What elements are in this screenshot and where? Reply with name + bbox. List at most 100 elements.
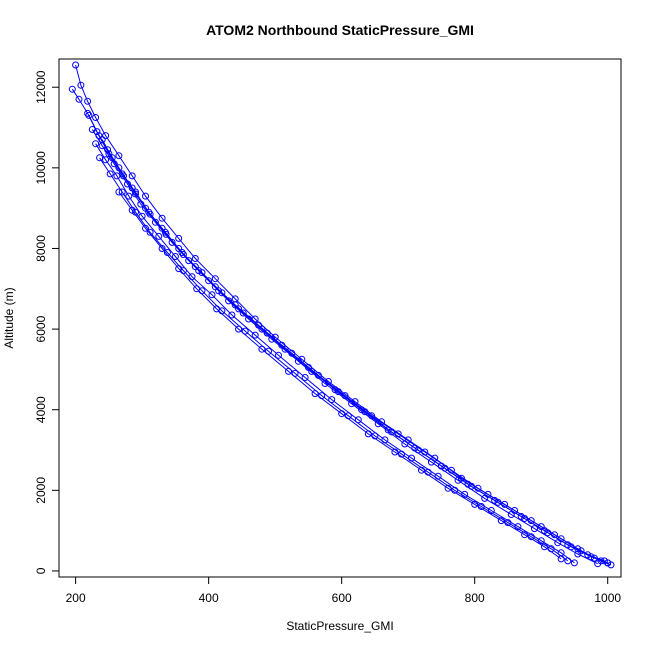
data-point: [155, 232, 163, 240]
data-point: [128, 172, 136, 180]
data-point: [474, 484, 482, 492]
data-point: [106, 170, 114, 178]
data-point: [314, 371, 322, 379]
series-line-5: [95, 143, 575, 564]
series-line-4: [91, 129, 598, 565]
data-point: [604, 559, 612, 567]
data-point: [245, 315, 253, 323]
data-point: [132, 190, 139, 198]
data-point: [92, 114, 100, 121]
chart-title: ATOM2 Northbound StaticPressure_GMI: [206, 22, 474, 38]
data-point: [115, 188, 123, 196]
data-point: [108, 154, 116, 162]
data-point: [72, 61, 80, 69]
data-point: [115, 152, 123, 160]
data-point: [241, 327, 249, 335]
data-point: [557, 555, 565, 563]
x-tick-label: 800: [465, 591, 485, 605]
data-point: [521, 531, 529, 539]
data-point: [77, 81, 85, 89]
data-point: [84, 97, 92, 105]
data-point: [151, 218, 159, 226]
data-point: [311, 390, 319, 398]
y-tick-label: 2000: [34, 477, 48, 504]
series-line-7: [118, 191, 562, 560]
data-point: [211, 275, 219, 283]
data-point: [146, 228, 154, 236]
data-point: [198, 269, 206, 277]
data-point: [96, 154, 104, 162]
data-point: [208, 291, 216, 299]
data-point: [418, 466, 425, 474]
data-point: [142, 204, 149, 212]
data-point: [175, 245, 183, 252]
data-point: [142, 224, 149, 232]
data-point: [120, 172, 127, 180]
data-point: [341, 392, 349, 400]
data-point: [338, 410, 346, 418]
series-layer: [68, 61, 615, 569]
data-point: [179, 251, 187, 258]
data-point: [225, 297, 233, 305]
data-point: [275, 351, 282, 359]
data-point: [124, 180, 131, 188]
data-point: [213, 305, 221, 313]
data-point: [574, 550, 582, 558]
data-point: [454, 476, 462, 484]
x-axis: 200 400 600 800 1000: [66, 576, 621, 605]
data-point: [584, 551, 592, 559]
data-point: [158, 224, 166, 232]
data-point: [228, 311, 236, 319]
data-point: [205, 277, 213, 285]
data-point: [564, 557, 572, 565]
data-point: [88, 126, 96, 133]
x-tick-label: 200: [66, 591, 86, 605]
x-tick-label: 1000: [594, 591, 621, 605]
data-point: [541, 543, 548, 551]
data-point: [68, 85, 76, 93]
data-point: [98, 136, 106, 144]
data-point: [507, 511, 515, 518]
data-point: [175, 265, 183, 273]
data-point: [92, 140, 100, 148]
data-point: [331, 386, 339, 394]
data-point: [175, 234, 183, 242]
data-point: [235, 325, 243, 333]
data-point: [239, 309, 247, 317]
data-point: [231, 301, 239, 309]
data-point: [394, 430, 402, 438]
data-point: [193, 285, 201, 293]
data-point: [102, 156, 110, 164]
data-point: [235, 305, 243, 313]
y-tick-label: 4000: [34, 396, 48, 423]
data-point: [590, 554, 598, 562]
data-point: [251, 331, 259, 339]
x-tick-label: 400: [199, 591, 219, 605]
data-point: [481, 494, 489, 502]
x-axis-label: StaticPressure_GMI: [286, 619, 393, 633]
data-point: [75, 95, 83, 103]
data-point: [527, 517, 535, 525]
x-tick-label: 600: [332, 591, 352, 605]
y-tick-label: 8000: [34, 235, 48, 262]
data-point: [85, 111, 93, 119]
data-point: [142, 192, 149, 200]
data-point: [301, 374, 309, 381]
data-point: [258, 325, 266, 333]
data-point: [138, 212, 146, 220]
data-point: [158, 214, 166, 222]
y-tick-label: 0: [34, 567, 48, 574]
data-point: [364, 430, 372, 438]
series-line-8: [101, 139, 608, 564]
data-point: [554, 539, 562, 547]
data-point: [501, 500, 509, 508]
data-point: [391, 448, 399, 456]
data-point: [551, 531, 558, 539]
data-point: [125, 192, 133, 200]
data-point: [102, 132, 110, 140]
data-point: [285, 367, 292, 375]
data-point: [497, 517, 505, 525]
data-point: [191, 263, 199, 271]
